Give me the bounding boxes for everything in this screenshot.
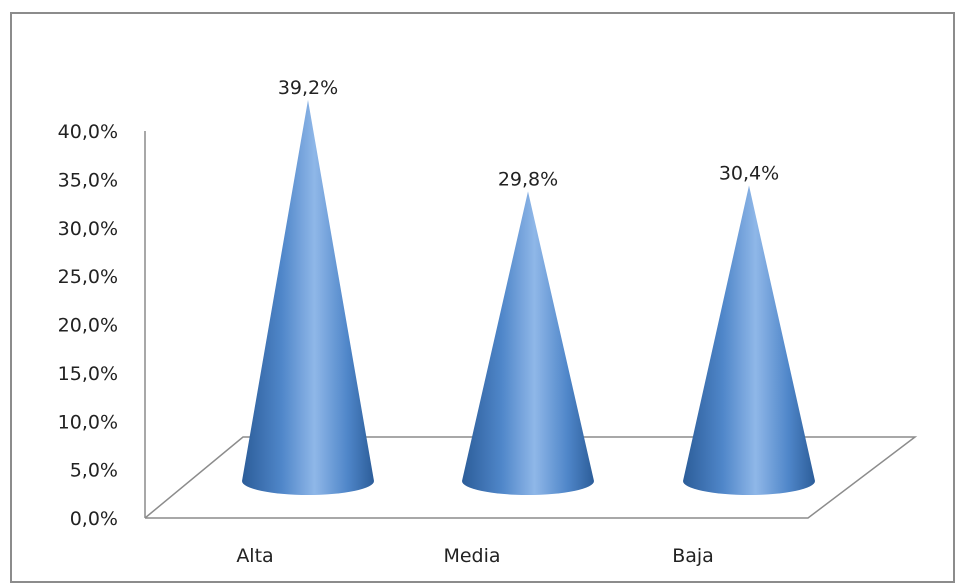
cone-mark bbox=[242, 100, 374, 495]
y-tick-label: 40,0% bbox=[58, 121, 118, 143]
y-tick-label: 30,0% bbox=[58, 218, 118, 240]
y-tick-label: 0,0% bbox=[70, 508, 118, 530]
cone-series bbox=[242, 100, 815, 495]
cone-mark bbox=[462, 191, 594, 495]
cone-mark bbox=[683, 185, 815, 495]
y-tick-label: 25,0% bbox=[58, 266, 118, 288]
cone-body bbox=[683, 185, 815, 495]
floor-outline bbox=[144, 436, 918, 519]
category-label: Alta bbox=[236, 545, 273, 567]
data-labels: 39,2% 29,8% 30,4% bbox=[278, 77, 779, 190]
y-tick-label: 5,0% bbox=[70, 460, 118, 482]
category-label: Baja bbox=[672, 545, 714, 567]
cone-body bbox=[242, 100, 374, 495]
category-labels: Alta Media Baja bbox=[236, 545, 713, 567]
y-tick-label: 35,0% bbox=[58, 169, 118, 191]
data-label: 29,8% bbox=[498, 168, 558, 190]
cone-body bbox=[462, 191, 594, 495]
data-label: 39,2% bbox=[278, 77, 338, 99]
y-tick-label: 10,0% bbox=[58, 411, 118, 433]
data-label: 30,4% bbox=[719, 163, 779, 185]
category-label: Media bbox=[443, 545, 500, 567]
y-tick-labels: 0,0% 5,0% 10,0% 15,0% 20,0% 25,0% 30,0% 35,0% 40… bbox=[58, 121, 118, 530]
y-tick-label: 20,0% bbox=[58, 315, 118, 337]
y-tick-label: 15,0% bbox=[58, 363, 118, 385]
